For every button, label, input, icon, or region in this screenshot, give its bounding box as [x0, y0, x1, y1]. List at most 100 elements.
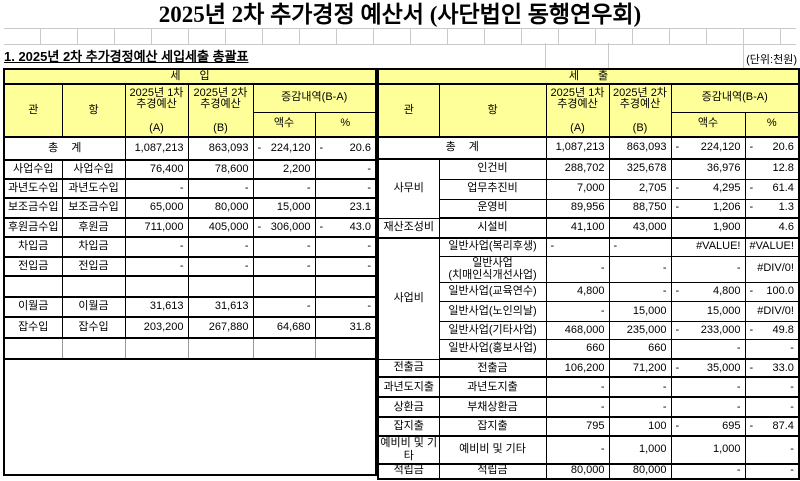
- cell-b: -: [608, 281, 672, 302]
- cell-a: 76,400: [124, 159, 189, 180]
- cell-b: -: [608, 376, 672, 399]
- cell-b: 325,678: [608, 158, 672, 180]
- cell-b: 267,880: [187, 316, 254, 339]
- cell-b: 80,000: [608, 463, 672, 480]
- cell-a: -: [545, 396, 610, 419]
- cell-pct: -: [744, 463, 800, 480]
- cell-pct: -33.0: [744, 358, 800, 379]
- cell-hang: [61, 275, 126, 298]
- cell-gwan: 재산조성비: [377, 217, 440, 239]
- cell-diff: #VALUE!: [670, 237, 746, 257]
- expense-header-amount: 액수: [670, 111, 746, 138]
- cell-gwan: 전출금: [377, 358, 440, 379]
- cell-hang: 부채상환금: [438, 396, 547, 419]
- cell-gwan: 과년도수입: [3, 178, 63, 199]
- cell-pct: -: [744, 435, 800, 465]
- cell-b: 78,600: [187, 159, 254, 180]
- cell-b: 2,705: [608, 178, 672, 200]
- cell-a: [124, 337, 189, 360]
- cell-a: -: [124, 178, 189, 199]
- cell-b: 15,000: [608, 300, 672, 322]
- cell-b: 88,750: [608, 198, 672, 219]
- cell-a: 89,956: [545, 198, 610, 219]
- cell-hang: 예비비 및 기타: [438, 435, 547, 465]
- cell-hang: 시설비: [438, 217, 547, 239]
- cell-gwan: 적립금: [377, 463, 440, 480]
- cell-a: -: [545, 376, 610, 399]
- gridline-vertical: [608, 43, 609, 68]
- cell-hang: 일반사업(교육연수): [438, 281, 547, 302]
- cell-gwan: 상환금: [377, 396, 440, 419]
- cell-pct: -20.6: [744, 136, 800, 160]
- expense-header-gwan: 관: [377, 83, 440, 138]
- cell-b: -: [187, 256, 254, 277]
- cell-b: -: [187, 236, 254, 258]
- cell-b: 80,000: [187, 197, 254, 219]
- page-title: 2025년 2차 추가경정 예산서 (사단법인 동행연우회): [158, 2, 642, 27]
- cell-diff: [252, 275, 316, 298]
- section-title: 1. 2025년 2차 추가경정예산 세입세출 총괄표: [4, 49, 249, 64]
- cell-diff: -: [670, 338, 746, 361]
- cell-hang: 일반사업(홍보사업): [438, 338, 547, 361]
- cell-hang: [61, 337, 126, 360]
- cell-a: 660: [545, 338, 610, 361]
- cell-diff: -1,206: [670, 198, 746, 219]
- cell-hang: 사업수입: [61, 159, 126, 180]
- expense-band-header: 세 출: [377, 68, 800, 85]
- gridline-vertical: [545, 43, 546, 68]
- cell-a: -: [545, 255, 610, 283]
- cell-diff: 1,000: [670, 435, 746, 465]
- cell-a: 203,200: [124, 316, 189, 339]
- cell-diff: -: [670, 255, 746, 283]
- cell-b: 43,000: [608, 217, 672, 239]
- cell-pct: 31.8: [314, 316, 377, 339]
- cell-gwan: [3, 337, 63, 360]
- expense-table: 세 출 관 항 2025년 1차 추경예산 (A) 2025년 2차 추경예산 (B) …: [377, 68, 800, 480]
- cell-pct: -: [744, 338, 800, 361]
- col-a-line2: 추경예산: [557, 98, 598, 111]
- cell-diff: -4,800: [670, 281, 746, 302]
- col-a-line2: 추경예산: [136, 98, 177, 111]
- cell-hang: 전입금: [61, 256, 126, 277]
- cell-diff: -: [252, 296, 316, 318]
- cell-b: -: [608, 396, 672, 419]
- cell-a: 41,100: [545, 217, 610, 239]
- cell-diff: 36,976: [670, 158, 746, 180]
- cell-gwan: 잡지출: [377, 416, 440, 438]
- cell-a: 31,613: [124, 296, 189, 318]
- cell-pct: -100.0: [744, 281, 800, 302]
- col-a-tag: (A): [149, 121, 164, 134]
- cell-b: 235,000: [608, 320, 672, 340]
- cell-hang: 운영비: [438, 198, 547, 219]
- cell-b: 1,000: [608, 435, 672, 465]
- cell-diff: -306,000: [252, 217, 316, 238]
- cell-pct: -49.8: [744, 320, 800, 340]
- cell-b: 71,200: [608, 358, 672, 379]
- cell-hang: 잡수입: [61, 316, 126, 339]
- cell-diff: -: [670, 463, 746, 480]
- cell-hang: 일반사업 (치매인식개선사업): [438, 255, 547, 283]
- cell-gwan: 전입금: [3, 256, 63, 277]
- cell-diff: 2,200: [252, 159, 316, 180]
- cell-pct: #DIV/0!: [744, 300, 800, 322]
- cell-diff: -: [252, 256, 316, 277]
- cell-pct: -43.0: [314, 217, 377, 238]
- cell-pct: -1.3: [744, 198, 800, 219]
- col-b-line1: 2025년 2차: [613, 86, 667, 99]
- cell-gwan: 보조금수입: [3, 197, 63, 219]
- col-a-line1: 2025년 1차: [129, 86, 184, 99]
- cell-gwan: 잡수입: [3, 316, 63, 339]
- cell-b: 660: [608, 338, 672, 361]
- empty-print-area: [4, 358, 376, 475]
- cell-a: -: [545, 237, 610, 257]
- cell-hang: 후원금: [61, 217, 126, 238]
- income-header-hang: 항: [61, 83, 126, 138]
- income-table: 세 입 관 항 2025년 1차 추경예산 (A) 2025년 2차 추경예산 (B) …: [3, 68, 377, 476]
- expense-header-hang: 항: [438, 83, 547, 138]
- cell-a: -: [124, 236, 189, 258]
- cell-diff: -: [670, 396, 746, 419]
- cell-a: 795: [545, 416, 610, 438]
- cell-gwan-group: 사업비: [377, 237, 440, 360]
- expense-header-col-a: 2025년 1차 추경예산 (A): [545, 83, 610, 138]
